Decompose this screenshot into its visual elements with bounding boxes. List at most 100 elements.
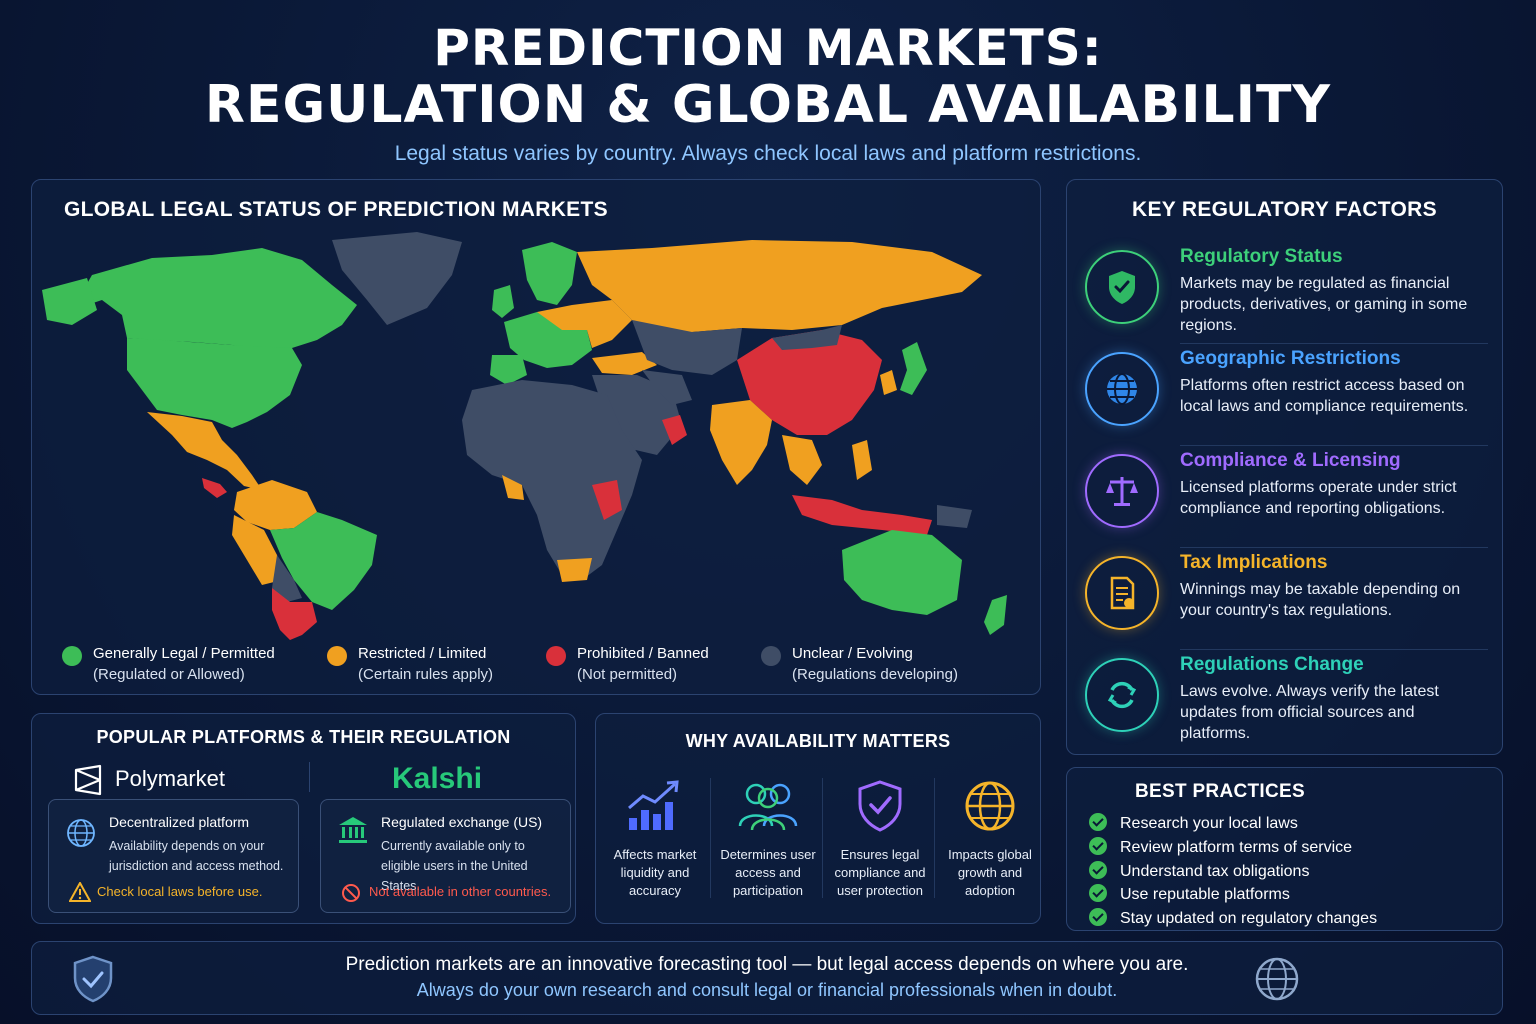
platforms-title: POPULAR PLATFORMS & THEIR REGULATION: [96, 727, 511, 747]
globe-icon: [1085, 352, 1159, 426]
best-practice-item: Research your local laws: [1089, 813, 1298, 833]
polymarket-name: Polymarket: [115, 766, 226, 791]
best-practice-item: Understand tax obligations: [1089, 861, 1309, 881]
title-line-1: PREDICTION MARKETS:: [433, 19, 1103, 77]
globe-icon: [1255, 957, 1299, 1001]
legend-dot-legal: [62, 646, 82, 666]
map-region-usa: [127, 338, 302, 428]
kalshi-name: Kalshi: [392, 762, 483, 795]
scales-icon: [1085, 454, 1159, 528]
legend-sublabel: (Regulated or Allowed): [93, 666, 245, 683]
factor-compliance-licensing: Compliance & Licensing Licensed platform…: [1083, 450, 1488, 548]
world-map: [42, 232, 1007, 640]
legend-dot-prohibited: [546, 646, 566, 666]
why-title: WHY AVAILABILITY MATTERS: [685, 731, 951, 751]
legend-label: Generally Legal / Permitted: [93, 645, 275, 662]
legend-sublabel: (Certain rules apply): [358, 666, 494, 683]
why-text: Affects market liquidity and accuracy: [613, 847, 697, 898]
factor-regulatory-status: Regulatory Status Markets may be regulat…: [1083, 246, 1488, 344]
why-availability-panel: WHY AVAILABILITY MATTERS Affects market …: [595, 713, 1041, 924]
map-region-argentina: [272, 588, 317, 640]
footer-panel: Prediction markets are an innovative for…: [31, 941, 1503, 1015]
best-practice-item: Review platform terms of service: [1089, 837, 1352, 857]
shield-check-icon: [858, 780, 902, 832]
globe-icon: [67, 819, 95, 847]
best-practice-item: Stay updated on regulatory changes: [1089, 908, 1377, 928]
legend-sublabel: (Regulations developing): [792, 666, 958, 683]
map-region-new-zealand: [984, 595, 1007, 635]
bank-icon: [339, 817, 367, 843]
why-item-compliance: Ensures legal compliance and user protec…: [824, 778, 936, 913]
map-region-mongolia: [772, 325, 842, 350]
map-region-andes: [232, 515, 282, 585]
map-region-east-africa: [592, 480, 622, 520]
map-region-eastern-europe: [572, 300, 632, 348]
map-region-scandinavia: [522, 242, 577, 305]
map-region-papua: [937, 505, 972, 528]
map-region-korea: [880, 370, 897, 395]
why-item-liquidity: Affects market liquidity and accuracy: [599, 778, 711, 913]
map-region-central-america: [202, 478, 227, 498]
polymarket-card-title: Decentralized platform: [109, 814, 250, 830]
shield-check-icon: [73, 955, 113, 1003]
factor-regulations-change: Regulations Change Laws evolve. Always v…: [1083, 654, 1488, 752]
legend-sublabel: (Not permitted): [577, 666, 678, 683]
why-text: Ensures legal compliance and user protec…: [834, 847, 926, 898]
check-icon: [1089, 861, 1107, 879]
factor-geographic-restrictions: Geographic Restrictions Platforms often …: [1083, 348, 1488, 446]
map-region-west-africa: [502, 475, 524, 500]
kalshi-card: Regulated exchange (US) Currently availa…: [320, 799, 571, 913]
best-practice-label: Research your local laws: [1120, 815, 1298, 832]
growth-chart-icon: [628, 780, 679, 830]
platforms-panel: POPULAR PLATFORMS & THEIR REGULATION Pol…: [31, 713, 576, 924]
key-factors-panel: KEY REGULATORY FACTORS Regulatory Status…: [1066, 179, 1503, 755]
factor-title: Compliance & Licensing: [1180, 450, 1401, 471]
refresh-icon: [1085, 658, 1159, 732]
warning-icon: [69, 882, 91, 902]
factor-tax-implications: Tax Implications Winnings may be taxable…: [1083, 552, 1488, 650]
check-icon: [1089, 837, 1107, 855]
map-region-turkey: [592, 352, 657, 375]
factor-title: Tax Implications: [1180, 552, 1328, 573]
factor-divider: [1180, 343, 1488, 344]
map-region-indonesia: [792, 495, 932, 535]
factor-title: Regulatory Status: [1180, 246, 1343, 267]
map-region-iran: [642, 370, 692, 405]
check-icon: [1089, 908, 1107, 926]
map-region-south-africa: [557, 558, 592, 582]
factor-divider: [1180, 445, 1488, 446]
page-title: PREDICTION MARKETS: REGULATION & GLOBAL …: [0, 20, 1536, 134]
why-item-access: Determines user access and participation: [712, 778, 824, 913]
footer-advice: Always do your own research and consult …: [416, 980, 1118, 1000]
legend-dot-restricted: [327, 646, 347, 666]
page-subtitle: Legal status varies by country. Always c…: [394, 142, 1142, 165]
map-region-north-south-america: [234, 480, 317, 530]
document-icon: [1085, 556, 1159, 630]
polymarket-warning: Check local laws before use.: [97, 884, 263, 899]
map-region-canada: [72, 248, 357, 350]
globe-icon: [965, 781, 1015, 831]
factor-title: Geographic Restrictions: [1180, 348, 1401, 369]
why-text: Impacts global growth and adoption: [948, 847, 1032, 898]
map-region-china: [737, 330, 882, 435]
map-region-russia: [577, 240, 982, 340]
polymarket-card-description: Availability depends on your jurisdictio…: [109, 839, 284, 873]
users-icon: [738, 783, 798, 831]
factors-title: KEY REGULATORY FACTORS: [1132, 198, 1437, 221]
why-text: Determines user access and participation: [720, 847, 816, 898]
map-region-greenland: [332, 232, 462, 325]
factor-description: Markets may be regulated as financial pr…: [1180, 275, 1468, 334]
factor-description: Laws evolve. Always verify the latest up…: [1180, 683, 1439, 742]
map-region-japan: [900, 342, 927, 395]
best-practices-title: BEST PRACTICES: [1135, 781, 1305, 802]
check-icon: [1089, 884, 1107, 902]
world-map-panel: GLOBAL LEGAL STATUS OF PREDICTION MARKET…: [31, 179, 1041, 695]
best-practice-label: Review platform terms of service: [1120, 839, 1353, 856]
map-region-mexico: [147, 412, 262, 490]
legend-dot-unclear: [761, 646, 781, 666]
map-title: GLOBAL LEGAL STATUS OF PREDICTION MARKET…: [64, 198, 608, 221]
prohibited-icon: [342, 884, 360, 902]
map-region-alaska: [42, 278, 97, 325]
why-item-growth: Impacts global growth and adoption: [934, 778, 1046, 913]
why-divider: [822, 778, 823, 898]
